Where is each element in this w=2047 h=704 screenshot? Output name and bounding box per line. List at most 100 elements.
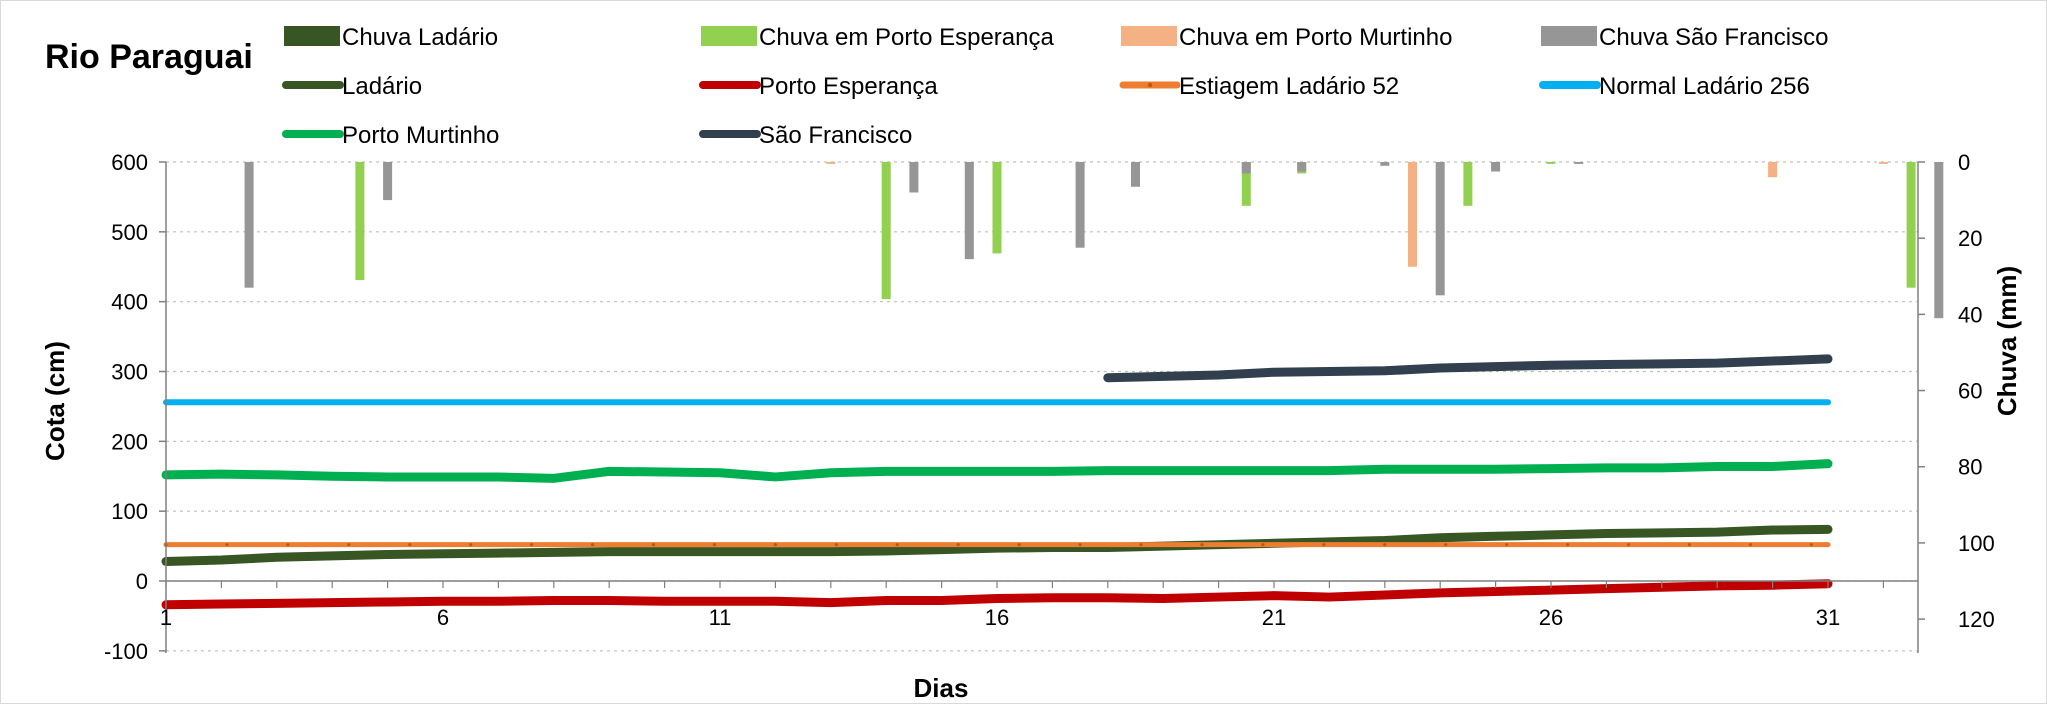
estiagem-marker [590, 543, 595, 547]
estiagem-marker [1383, 543, 1387, 547]
y-left-tick-7: 600 [111, 150, 148, 175]
rain-bar-2-8 [1380, 162, 1390, 166]
level-lines [161, 354, 1833, 610]
legend: Chuva Ladário Chuva em Porto Esperança Chu… [282, 24, 1828, 149]
y-right-tick-4: 80 [1958, 455, 1982, 480]
grid-lines [166, 161, 1918, 652]
estiagem-marker [1078, 543, 1082, 547]
estiagem-marker [834, 543, 838, 547]
estiagem-marker [1017, 543, 1021, 547]
legend-label-3: Chuva São Francisco [1599, 24, 1828, 51]
y-right-tick-5: 100 [1958, 531, 1995, 556]
rain-bar-1-1 [1408, 162, 1417, 267]
x-tick-1: 1 [160, 605, 172, 630]
x-axis-title: Dias [914, 673, 969, 703]
legend-label-9: São Francisco [759, 122, 912, 149]
estiagem-marker [712, 543, 717, 547]
legend-label-2: Chuva em Porto Murtinho [1179, 24, 1452, 51]
y-right-tick-2: 40 [1958, 302, 1982, 327]
y-right-tick-3: 60 [1958, 379, 1982, 404]
x-tick-26: 26 [1539, 605, 1563, 630]
legend-swatch-1 [701, 26, 757, 46]
rain-bar-2-2 [909, 162, 919, 193]
estiagem-marker [956, 543, 960, 547]
y-left-tick-6: 500 [111, 220, 148, 245]
legend-label-0: Chuva Ladário [342, 24, 498, 51]
legend-label-5: Porto Esperança [759, 73, 938, 100]
rain-bar-1-4 [1878, 162, 1888, 164]
estiagem-marker [1505, 543, 1509, 547]
estiagem-marker [408, 543, 412, 547]
rain-bar-2-11 [1574, 162, 1584, 164]
right-axis-title: Chuva (mm) [1992, 266, 2022, 416]
estiagem-marker [1748, 543, 1753, 547]
legend-label-6: Estiagem Ladário 52 [1179, 73, 1399, 100]
left-axis-title: Cota (cm) [40, 341, 70, 461]
rain-bar-0-1 [881, 162, 891, 300]
y-left-tick-2: 100 [111, 499, 148, 524]
rain-bar-2-3 [964, 162, 974, 260]
y-left-tick-0: -100 [104, 639, 148, 664]
legend-label-4: Ladário [342, 73, 422, 100]
series-line-4 [161, 459, 1833, 483]
estiagem-marker [1139, 543, 1143, 547]
x-tick-11: 11 [709, 605, 732, 630]
series-line-1 [161, 579, 1833, 610]
rain-bar-0-10 [1906, 162, 1916, 288]
rain-bar-2-7 [1297, 162, 1307, 172]
estiagem-marker [469, 543, 473, 547]
estiagem-marker [1261, 543, 1265, 547]
rain-bar-2-10 [1491, 162, 1501, 172]
y-right-tick-0: 0 [1958, 150, 1970, 175]
series-line-0 [161, 524, 1833, 566]
legend-label-7: Normal Ladário 256 [1599, 73, 1810, 100]
rain-bar-2-12 [1934, 162, 1944, 319]
x-tick-31: 31 [1816, 605, 1840, 630]
estiagem-marker [773, 543, 778, 547]
y-right-tick-1: 20 [1958, 226, 1982, 251]
legend-label-8: Porto Murtinho [342, 122, 499, 149]
rain-bar-2-9 [1435, 162, 1445, 296]
legend-swatch-3 [1541, 26, 1597, 46]
rain-bar-2-4 [1075, 162, 1085, 248]
estiagem-marker [1626, 543, 1631, 547]
rain-bar-0-3 [992, 162, 1002, 254]
estiagem-marker [1809, 543, 1813, 547]
estiagem-marker [1687, 543, 1692, 547]
legend-label-1: Chuva em Porto Esperança [759, 24, 1054, 51]
estiagem-marker [347, 543, 351, 547]
rain-bar-2-0 [244, 162, 254, 288]
legend-swatch-0 [284, 26, 340, 46]
rain-bar-0-0 [355, 162, 365, 281]
estiagem-marker [530, 543, 534, 547]
y-left-tick-3: 200 [111, 429, 148, 454]
rain-bar-2-5 [1131, 162, 1140, 187]
estiagem-marker [1322, 543, 1326, 547]
chart-title: Rio Paraguai [45, 38, 253, 76]
rain-bar-2-1 [383, 162, 393, 201]
estiagem-marker [1566, 543, 1570, 547]
rain-bar-0-6 [1241, 162, 1251, 206]
x-tick-21: 21 [1262, 605, 1286, 630]
estiagem-marker [286, 543, 290, 547]
x-tick-16: 16 [985, 605, 1009, 630]
rain-bar-2-6 [1241, 162, 1251, 174]
rain-bar-1-3 [1768, 162, 1778, 178]
rain-bar-0-8 [1463, 162, 1473, 206]
y-left-tick-1: 0 [136, 569, 148, 594]
rain-bar-0-9 [1546, 162, 1556, 164]
legend-marker-6 [1147, 82, 1153, 88]
series-line-5 [1103, 354, 1833, 383]
estiagem-marker [1200, 543, 1204, 547]
rain-bars [244, 162, 1944, 319]
estiagem-marker [1444, 543, 1448, 547]
estiagem-marker [225, 543, 229, 547]
legend-swatch-2 [1121, 26, 1177, 46]
y-left-tick-5: 400 [111, 290, 148, 315]
rain-bar-1-0 [826, 162, 836, 164]
x-tick-6: 6 [437, 605, 449, 630]
y-left-tick-4: 300 [111, 360, 148, 385]
